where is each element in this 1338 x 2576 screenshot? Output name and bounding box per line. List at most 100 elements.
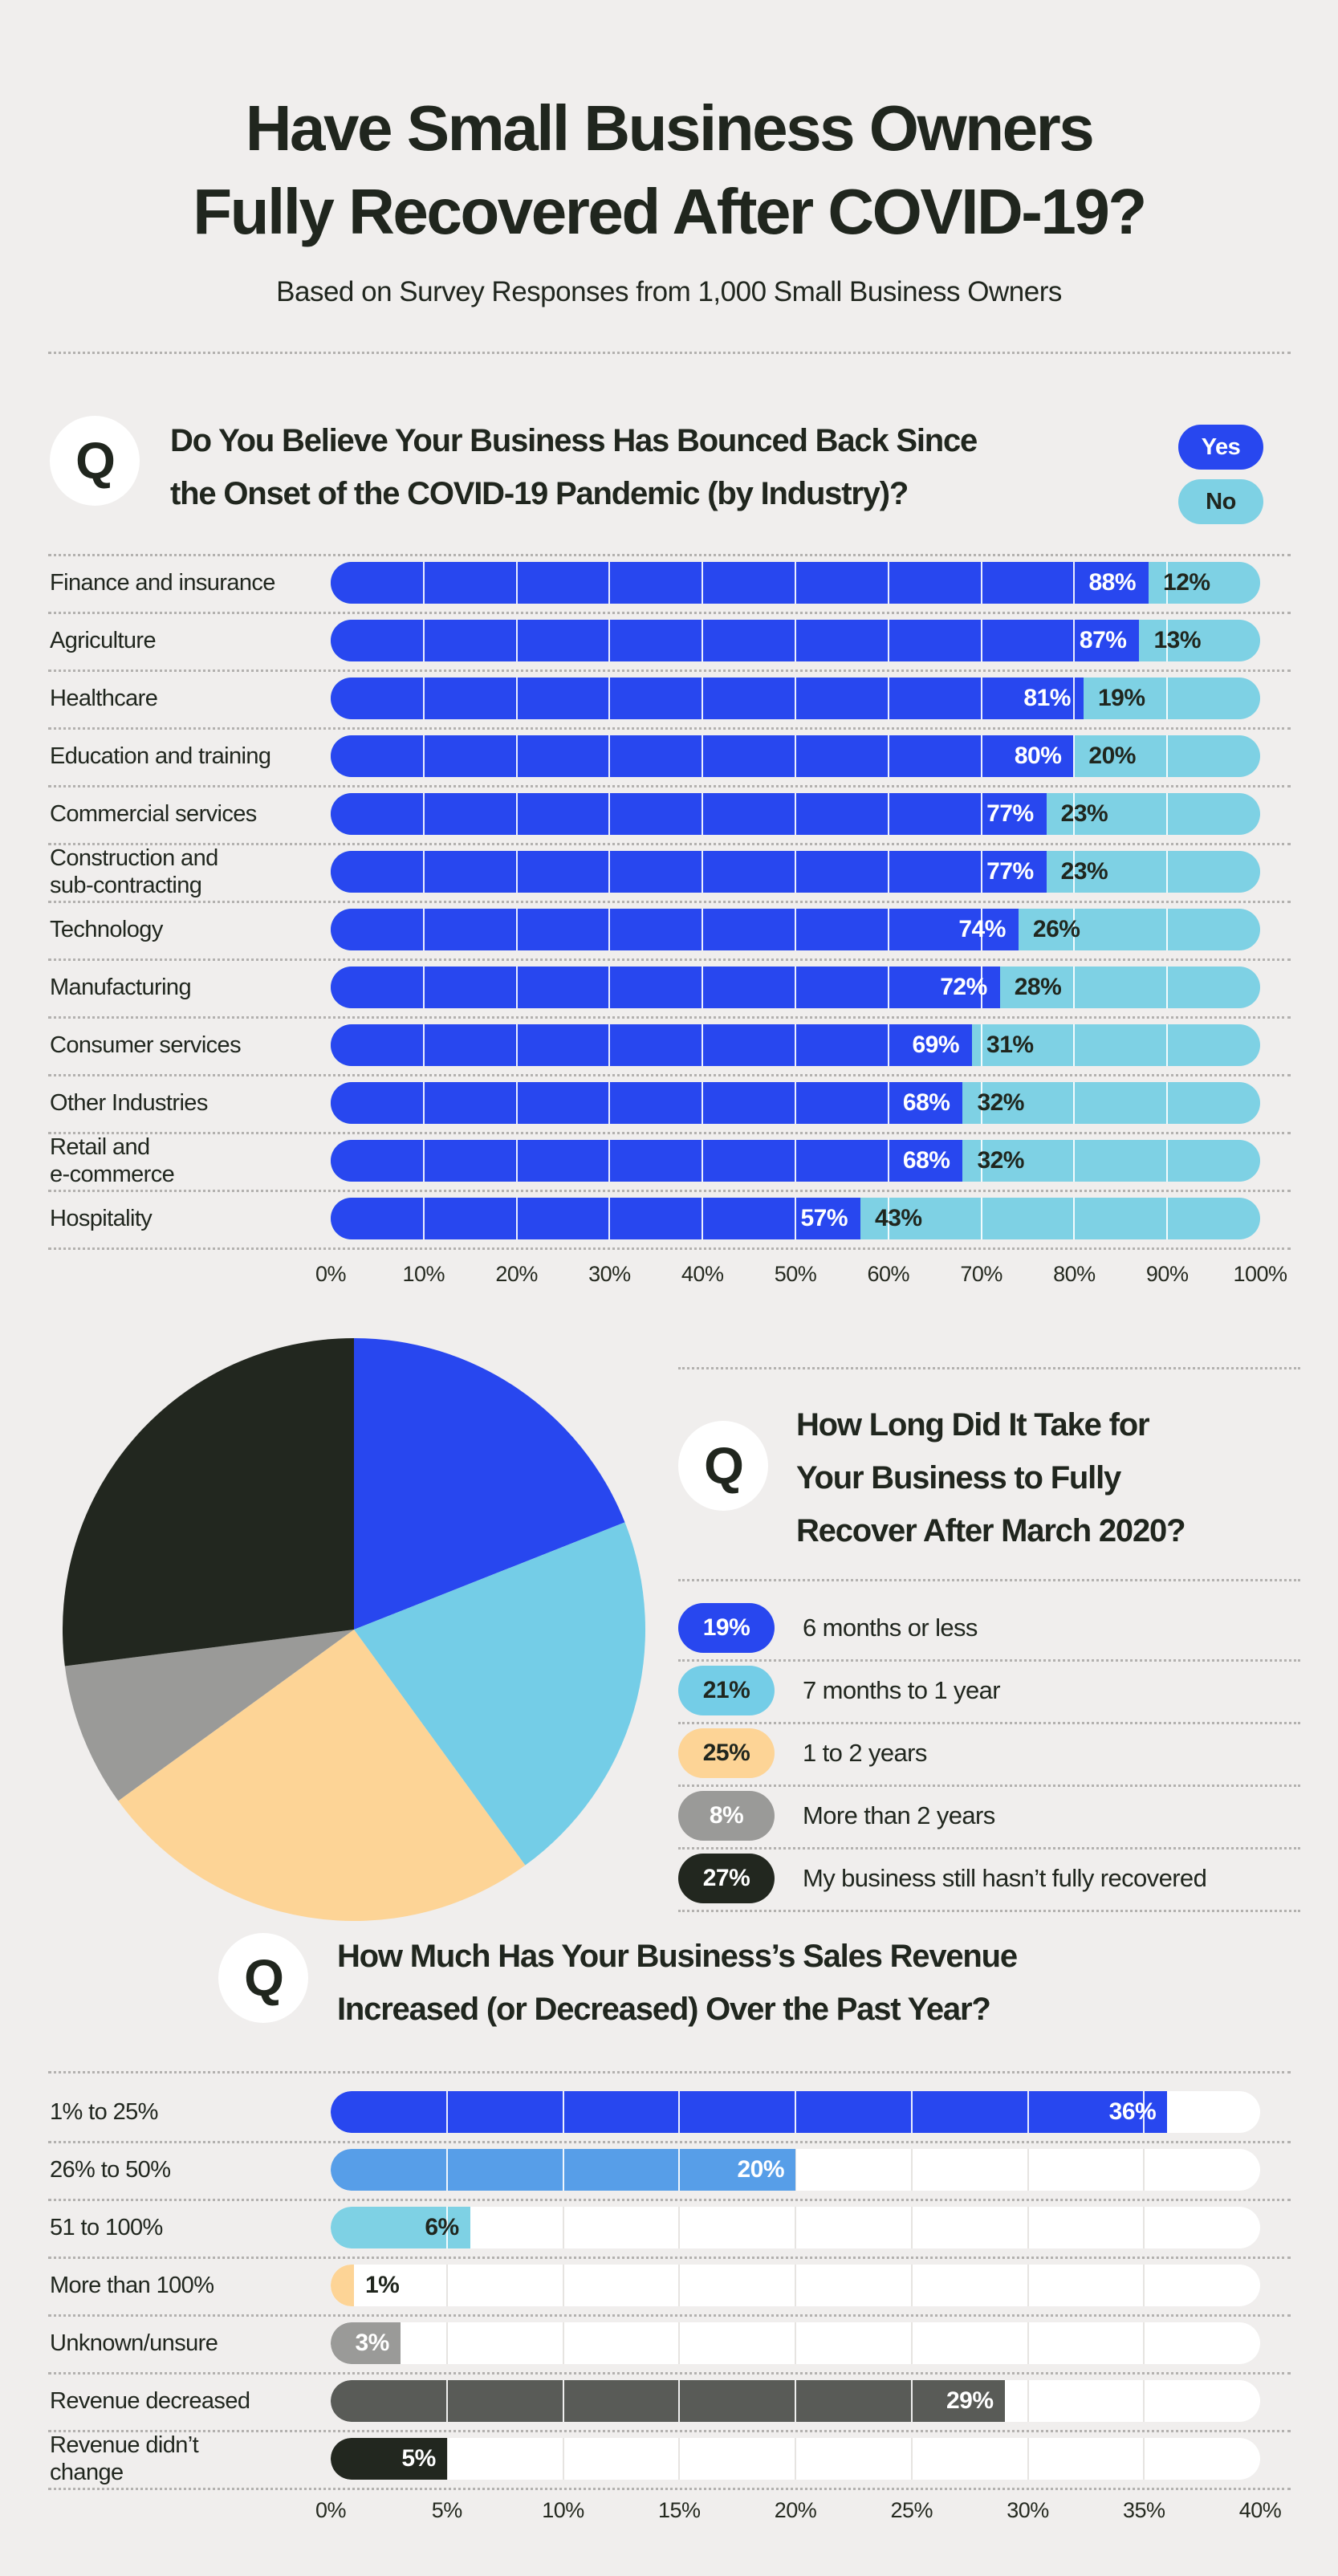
value-label: 1% [364, 2272, 400, 2298]
category-label: Unknown/unsure [50, 2330, 218, 2356]
bar-track: 29% [331, 2380, 1260, 2422]
bar-track: 69% 31% [331, 1024, 1260, 1066]
grid-line [887, 678, 889, 719]
grid-line [887, 620, 889, 661]
row-separator [48, 1190, 1291, 1192]
grid-line [1027, 2322, 1029, 2364]
grid-line [1073, 967, 1076, 1008]
grid-line [910, 2438, 913, 2480]
grid-line [1073, 793, 1076, 835]
row-separator [48, 554, 1291, 556]
row-separator [48, 727, 1291, 730]
bar-segment-yes [331, 851, 1047, 893]
grid-line [422, 1024, 425, 1066]
bar-track: 72% 28% [331, 967, 1260, 1008]
pie-slice-5 [62, 1338, 354, 1666]
value-label: 6% [425, 2214, 459, 2240]
bar-track: 77% 23% [331, 793, 1260, 835]
row-separator [48, 785, 1291, 787]
recovery-time-pie-chart [62, 1338, 646, 1921]
bar-track: 68% 32% [331, 1082, 1260, 1124]
grid-line [1073, 678, 1076, 719]
grid-line [1166, 620, 1169, 661]
grid-line [1166, 1024, 1169, 1066]
grid-line [795, 967, 796, 1008]
bar-segment-yes [331, 1198, 861, 1239]
grid-line [702, 735, 704, 777]
bar-track: 57% 43% [331, 1198, 1260, 1239]
grid-line [887, 851, 889, 893]
question3-line2: Increased (or Decreased) Over the Past Y… [337, 1992, 991, 2027]
value-label-no: 20% [1088, 743, 1136, 769]
category-label: Revenue didn’t change [50, 2432, 199, 2485]
bar-segment [331, 2265, 354, 2306]
bar-segment-yes [331, 1082, 963, 1124]
grid-line [1166, 851, 1169, 893]
grid-line [702, 909, 704, 950]
grid-line [422, 1140, 425, 1182]
grid-line [795, 562, 796, 604]
value-label-yes: 68% [902, 1089, 950, 1116]
grid-line [1166, 793, 1169, 835]
grid-line [1166, 678, 1169, 719]
category-label: Other Industries [50, 1090, 208, 1116]
grid-line [980, 851, 982, 893]
value-label-no: 12% [1163, 569, 1210, 596]
value-label-no: 23% [1060, 800, 1108, 827]
legend-no-label: No [1206, 488, 1236, 515]
question1-line2: the Onset of the COVID-19 Pandemic (by I… [170, 476, 909, 511]
row-separator [48, 2372, 1291, 2375]
grid-line [1073, 1024, 1076, 1066]
grid-line [702, 1024, 704, 1066]
row-separator [48, 2199, 1291, 2201]
grid-line [515, 620, 518, 661]
bar-track: 81% 19% [331, 678, 1260, 719]
category-label: Commercial services [50, 801, 257, 827]
grid-line [1027, 2438, 1029, 2480]
grid-line [1143, 2265, 1145, 2306]
grid-line [422, 851, 425, 893]
grid-line [1027, 2265, 1029, 2306]
grid-line [678, 2265, 681, 2306]
legend-separator [678, 1910, 1300, 1912]
grid-line [1166, 735, 1169, 777]
grid-line [795, 851, 796, 893]
axis-tick-label: 15% [657, 2498, 701, 2522]
grid-line [515, 1198, 518, 1239]
grid-line [887, 1024, 889, 1066]
legend-label: My business still hasn’t fully recovered [803, 1864, 1207, 1892]
grid-line [1143, 2207, 1145, 2248]
grid-line [608, 909, 611, 950]
grid-line [910, 2207, 913, 2248]
grid-line [608, 1140, 611, 1182]
axis-tick-label: 10% [402, 1262, 445, 1286]
category-label: Hospitality [50, 1206, 153, 1231]
grid-line [422, 967, 425, 1008]
grid-line [910, 2380, 913, 2422]
q-letter: Q [244, 1949, 284, 2007]
grid-line [422, 793, 425, 835]
page-subtitle: Based on Survey Responses from 1,000 Sma… [276, 276, 1062, 307]
category-label: Manufacturing [50, 975, 192, 1000]
grid-line [515, 909, 518, 950]
question2-line2: Your Business to Fully [796, 1460, 1121, 1496]
question2-line3: Recover After March 2020? [796, 1513, 1186, 1548]
bar-track: 87% 13% [331, 620, 1260, 661]
legend-swatch-pill: 19% [678, 1603, 775, 1653]
grid-line [795, 2091, 796, 2133]
value-label-no: 26% [1032, 916, 1080, 942]
bar-segment [331, 2438, 447, 2480]
grid-line [562, 2322, 564, 2364]
value-label-yes: 68% [902, 1147, 950, 1174]
grid-line [562, 2265, 564, 2306]
grid-line [980, 562, 982, 604]
grid-line [1073, 1198, 1076, 1239]
grid-line [678, 2438, 681, 2480]
grid-line [422, 735, 425, 777]
grid-line [422, 562, 425, 604]
grid-line [980, 967, 982, 1008]
value-label: 36% [1108, 2098, 1157, 2125]
grid-line [887, 1198, 889, 1239]
grid-line [1073, 735, 1076, 777]
